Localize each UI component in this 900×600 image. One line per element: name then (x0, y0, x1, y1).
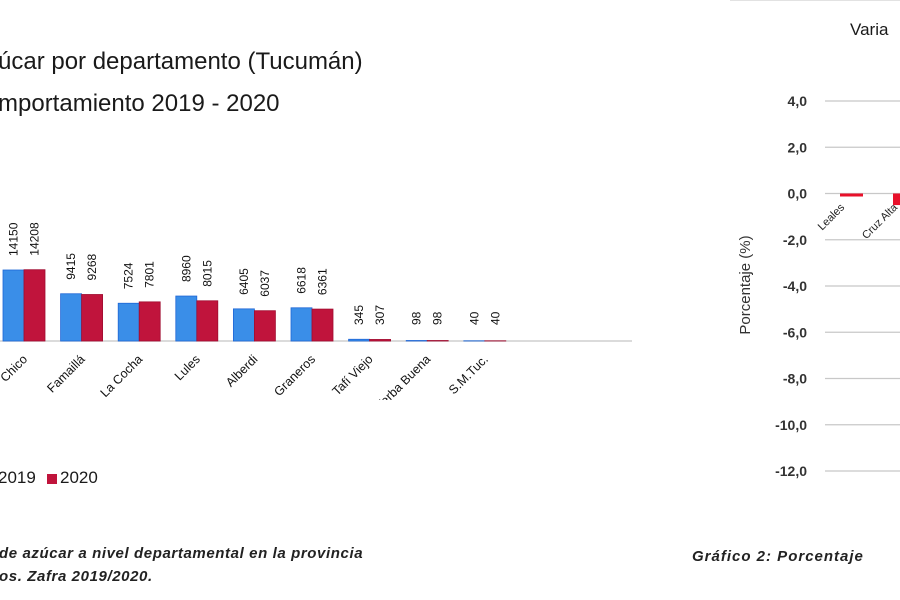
bar-2019-2 (117, 302, 140, 342)
category-label-5: Graneros (271, 352, 318, 399)
category-label-7: Yerba Buena (373, 352, 434, 400)
data-label-2019-4: 6405 (237, 268, 251, 295)
y-tick-label-7: -10,0 (775, 417, 807, 433)
data-label-2020-5: 6361 (316, 268, 330, 295)
bar-2019-3 (175, 295, 198, 342)
y-tick-label-5: -6,0 (783, 324, 807, 340)
bar-2020-3 (196, 300, 219, 342)
data-label-2020-7: 98 (431, 311, 445, 325)
y-axis-title: Porcentaje (%) (737, 235, 754, 334)
bar-2020-5 (311, 308, 334, 342)
data-label-2020-0: 14208 (28, 222, 42, 256)
category-label-4: Alberdi (223, 352, 260, 389)
bar-2019-1 (60, 293, 82, 342)
y-tick-label-6: -8,0 (783, 371, 807, 387)
caption-line-2: os. Zafra 2019/2020. (0, 568, 153, 585)
bar-0 (840, 193, 863, 197)
legend-item-2020: 2020 (47, 468, 98, 488)
frame-border (730, 0, 900, 1)
category-label-8: S.M.Tuc. (446, 352, 491, 397)
bar-2020-1 (81, 294, 103, 342)
category-label-0: Chico (0, 352, 30, 385)
data-label-2019-3: 8960 (179, 255, 193, 282)
category-label-1: Cruz Alta (860, 201, 900, 242)
y-tick-label-0: 4,0 (788, 93, 808, 109)
data-label-2019-2: 7524 (122, 262, 136, 289)
y-tick-label-2: 0,0 (788, 186, 808, 202)
bar-2019-0 (2, 269, 25, 342)
legend-item-2019: 2019 (0, 468, 36, 487)
caption-line-1: de azúcar a nivel departamental en la pr… (0, 545, 364, 562)
bar-2020-2 (138, 301, 161, 342)
chart-2-title: Varia (850, 20, 889, 39)
y-tick-label-4: -4,0 (783, 278, 807, 294)
bar-2020-6 (369, 339, 392, 342)
bar-2019-4 (232, 308, 255, 342)
category-label-1: Famaillá (44, 352, 87, 395)
data-label-2019-1: 9415 (64, 253, 78, 280)
chart-2-caption: Gráfico 2: Porcentaje (692, 548, 864, 565)
chart-title-line-1: úcar por departamento (Tucumán) (0, 48, 363, 75)
y-tick-label-1: 2,0 (788, 139, 808, 155)
bar-2019-6 (348, 338, 371, 342)
category-label-2: La Cocha (98, 352, 146, 400)
y-tick-label-8: -12,0 (775, 463, 807, 479)
data-label-2020-4: 6037 (258, 270, 272, 297)
bar-2020-0 (23, 269, 46, 342)
bar-2020-4 (253, 310, 276, 342)
category-label-6: Tafí Viejo (330, 352, 376, 398)
y-tick-label-3: -2,0 (783, 232, 807, 248)
bar-1 (893, 193, 900, 206)
data-label-2020-2: 7801 (143, 261, 157, 288)
bar-chart-production: 14150 14208 Chico 9415 9268 Famaillá 7524 7801 L… (0, 222, 632, 400)
legend-label-2020: 2020 (60, 468, 98, 487)
bar-2019-5 (290, 307, 313, 342)
category-label-0: Leales (816, 201, 848, 233)
chart-title-line-2: mportamiento 2019 - 2020 (0, 90, 280, 117)
data-label-2019-0: 14150 (7, 222, 21, 256)
data-label-2019-8: 40 (467, 311, 481, 325)
data-label-2020-1: 9268 (85, 253, 99, 280)
data-label-2019-6: 345 (352, 305, 366, 325)
data-label-2019-5: 6618 (295, 267, 309, 294)
data-label-2020-6: 307 (373, 305, 387, 325)
data-label-2019-7: 98 (410, 311, 424, 325)
legend-swatch-2020 (47, 473, 57, 484)
data-label-2020-8: 40 (488, 311, 502, 325)
data-label-2020-3: 8015 (200, 260, 214, 287)
category-label-3: Lules (172, 352, 203, 383)
